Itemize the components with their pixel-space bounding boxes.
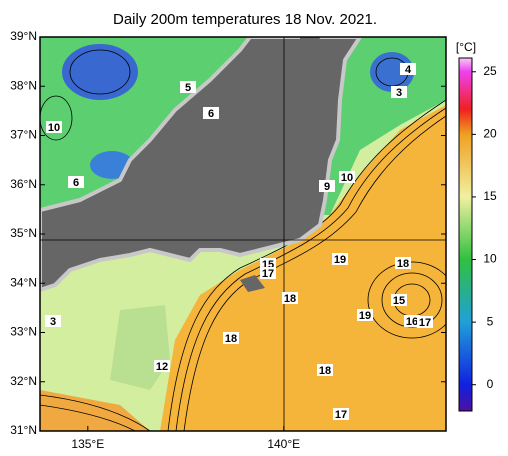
contour-label: 15 <box>393 295 405 307</box>
contour-label: 10 <box>341 172 353 184</box>
contour-label: 18 <box>319 365 331 377</box>
contour-label-bg <box>400 63 416 75</box>
contour-label-bg <box>395 257 411 269</box>
colorbar-tick-label: 0 <box>487 377 494 391</box>
colorbar-tick-label: 5 <box>487 314 494 328</box>
contour-label-bg <box>333 408 349 420</box>
island <box>240 275 265 292</box>
contour-label: 5 <box>185 82 191 94</box>
lat-label: 37°N <box>10 128 37 142</box>
colorbar-tick-label: 25 <box>483 64 497 78</box>
contour-line <box>40 394 151 431</box>
contour-label-bg <box>46 121 62 133</box>
contour-label: 9 <box>324 181 330 193</box>
contour-label: 3 <box>50 316 56 328</box>
map-title: Daily 200m temperatures 18 Nov. 2021. <box>113 11 377 28</box>
contour-line <box>40 404 136 431</box>
contour-label: 18 <box>225 333 237 345</box>
lat-label: 39°N <box>10 29 37 43</box>
colorbar-tick-label: 15 <box>483 189 497 203</box>
contour-line <box>367 261 446 339</box>
contour-label-bg <box>203 107 219 119</box>
contour-label: 17 <box>419 317 431 329</box>
lat-label: 36°N <box>10 177 37 191</box>
contour-label: 4 <box>405 64 412 76</box>
contour-label: 19 <box>359 310 371 322</box>
contour-label-bg <box>260 267 276 279</box>
cold-core <box>62 44 138 100</box>
lat-label: 38°N <box>10 78 37 92</box>
contour-label-bg <box>417 316 433 328</box>
colorbar-tick-label: 20 <box>483 127 497 141</box>
lon-label: 140°E <box>267 437 300 451</box>
contour-line <box>183 115 446 431</box>
contour-label: 16 <box>406 316 418 328</box>
contour-label: 3 <box>396 87 402 99</box>
colorbar <box>458 57 473 412</box>
contour-label: 18 <box>397 258 409 270</box>
contour-label-bg <box>317 364 333 376</box>
contour-label-bg <box>282 292 298 304</box>
contour-line <box>175 107 446 431</box>
colorbar-tick-label: 10 <box>483 252 497 266</box>
lat-label: 32°N <box>10 374 37 388</box>
contour-label: 17 <box>262 268 274 280</box>
lon-label: 135°E <box>71 437 104 451</box>
contour-label-bg <box>404 315 420 327</box>
lat-label: 35°N <box>10 226 37 240</box>
contour-label: 6 <box>208 108 214 120</box>
map-area <box>40 37 446 431</box>
contour-label-bg <box>154 360 170 372</box>
warm-water <box>40 390 150 431</box>
lat-label: 31°N <box>10 423 37 437</box>
contour-label-bg <box>357 309 373 321</box>
contour-label-bg <box>180 81 196 93</box>
contour-label-bg <box>45 315 61 327</box>
colorbar-label: [°C] <box>456 40 476 54</box>
contour-label: 10 <box>48 122 60 134</box>
contour-line <box>40 95 73 141</box>
contour-label-bg <box>223 332 239 344</box>
contour-label-bg <box>391 86 407 98</box>
contour-label: 12 <box>156 361 168 373</box>
lat-label: 34°N <box>10 275 37 289</box>
contour-label-bg <box>319 180 335 192</box>
contour-label: 17 <box>335 409 347 421</box>
contour-line <box>69 49 131 95</box>
contour-label-bg <box>332 253 348 265</box>
land <box>40 37 362 292</box>
lat-label: 33°N <box>10 325 37 339</box>
contour-label-bg <box>391 294 407 306</box>
contour-label: 6 <box>73 177 79 189</box>
island <box>300 37 320 60</box>
contour-label: 18 <box>284 293 296 305</box>
contour-label-bg <box>339 171 355 183</box>
warm-water <box>160 105 446 431</box>
contour-label: 19 <box>334 254 346 266</box>
contour-label-bg <box>68 176 84 188</box>
